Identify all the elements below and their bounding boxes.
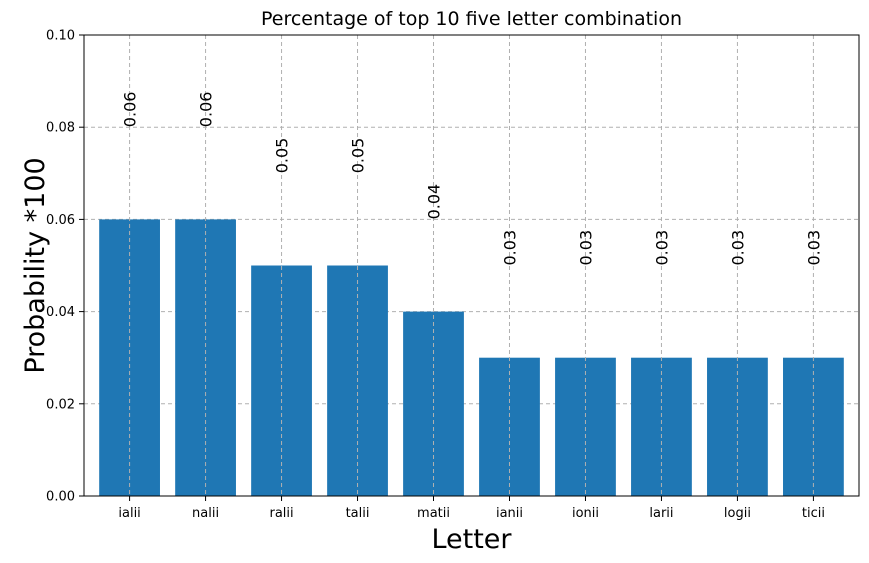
x-tick-label: talii xyxy=(346,506,370,521)
y-axis-label: Probability *100 xyxy=(20,157,51,373)
data-label-larii: 0.03 xyxy=(652,230,671,266)
data-label-logii: 0.03 xyxy=(728,230,747,266)
x-tick-label: ianii xyxy=(496,506,523,521)
x-tick-label: nalii xyxy=(192,506,219,521)
x-tick-label: larii xyxy=(649,506,673,521)
x-tick-label: logii xyxy=(724,506,751,521)
x-tick-label: ialii xyxy=(118,506,140,521)
y-tick-label: 0.06 xyxy=(46,213,75,228)
x-tick-label: ralii xyxy=(269,506,293,521)
data-label-matii: 0.04 xyxy=(425,184,444,220)
plot-frame xyxy=(83,34,860,497)
y-tick-label: 0.02 xyxy=(46,397,75,412)
data-label-ialii: 0.06 xyxy=(121,92,140,128)
y-tick-label: 0.04 xyxy=(46,305,75,320)
y-tick-label: 0.00 xyxy=(46,490,75,505)
data-labels: 0.06 0.06 0.05 0.05 0.04 0.03 0.03 0.03 0.03 0.03 xyxy=(121,92,824,266)
y-axis-ticks: 0.00 0.02 0.04 0.06 0.08 0.10 xyxy=(46,29,84,505)
x-axis-label: Letter xyxy=(431,524,512,555)
data-label-ionii: 0.03 xyxy=(576,230,595,266)
x-tick-label: ticii xyxy=(802,506,825,521)
x-tick-label: matii xyxy=(417,506,450,521)
chart-title: Percentage of top 10 five letter combina… xyxy=(261,8,682,30)
data-label-nalii: 0.06 xyxy=(197,92,216,128)
data-label-ianii: 0.03 xyxy=(500,230,519,266)
data-label-talii: 0.05 xyxy=(349,138,368,174)
y-tick-label: 0.10 xyxy=(46,29,75,44)
data-label-ticii: 0.03 xyxy=(804,230,823,266)
y-tick-label: 0.08 xyxy=(46,121,75,136)
data-label-ralii: 0.05 xyxy=(273,138,292,174)
x-tick-label: ionii xyxy=(572,506,599,521)
x-axis-ticks: ialii nalii ralii talii matii ianii ionii larii… xyxy=(118,496,825,521)
